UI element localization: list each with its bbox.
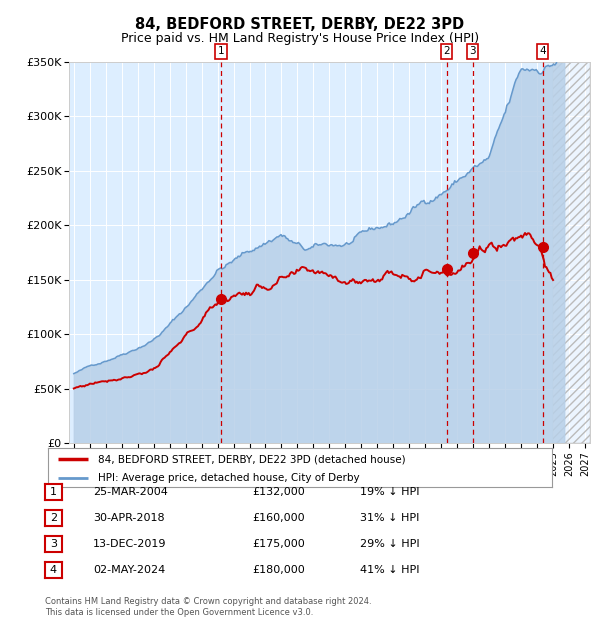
Text: £180,000: £180,000	[252, 565, 305, 575]
Text: 25-MAR-2004: 25-MAR-2004	[93, 487, 168, 497]
Text: HPI: Average price, detached house, City of Derby: HPI: Average price, detached house, City…	[98, 473, 360, 483]
Text: 2: 2	[443, 46, 450, 56]
Text: Price paid vs. HM Land Registry's House Price Index (HPI): Price paid vs. HM Land Registry's House …	[121, 32, 479, 45]
Text: 84, BEDFORD STREET, DERBY, DE22 3PD (detached house): 84, BEDFORD STREET, DERBY, DE22 3PD (det…	[98, 454, 406, 464]
Text: £132,000: £132,000	[252, 487, 305, 497]
Text: 30-APR-2018: 30-APR-2018	[93, 513, 164, 523]
Text: 02-MAY-2024: 02-MAY-2024	[93, 565, 165, 575]
Text: £175,000: £175,000	[252, 539, 305, 549]
Text: 31% ↓ HPI: 31% ↓ HPI	[360, 513, 419, 523]
Text: £160,000: £160,000	[252, 513, 305, 523]
Text: Contains HM Land Registry data © Crown copyright and database right 2024.
This d: Contains HM Land Registry data © Crown c…	[45, 598, 371, 617]
Text: 41% ↓ HPI: 41% ↓ HPI	[360, 565, 419, 575]
Text: 3: 3	[50, 539, 57, 549]
Text: 84, BEDFORD STREET, DERBY, DE22 3PD: 84, BEDFORD STREET, DERBY, DE22 3PD	[136, 17, 464, 32]
Text: 1: 1	[50, 487, 57, 497]
Text: 29% ↓ HPI: 29% ↓ HPI	[360, 539, 419, 549]
Text: 4: 4	[50, 565, 57, 575]
Text: 19% ↓ HPI: 19% ↓ HPI	[360, 487, 419, 497]
Text: 4: 4	[539, 46, 546, 56]
Text: 13-DEC-2019: 13-DEC-2019	[93, 539, 167, 549]
Text: 3: 3	[469, 46, 476, 56]
Text: 1: 1	[218, 46, 224, 56]
Bar	[553, 62, 590, 443]
Text: 2: 2	[50, 513, 57, 523]
